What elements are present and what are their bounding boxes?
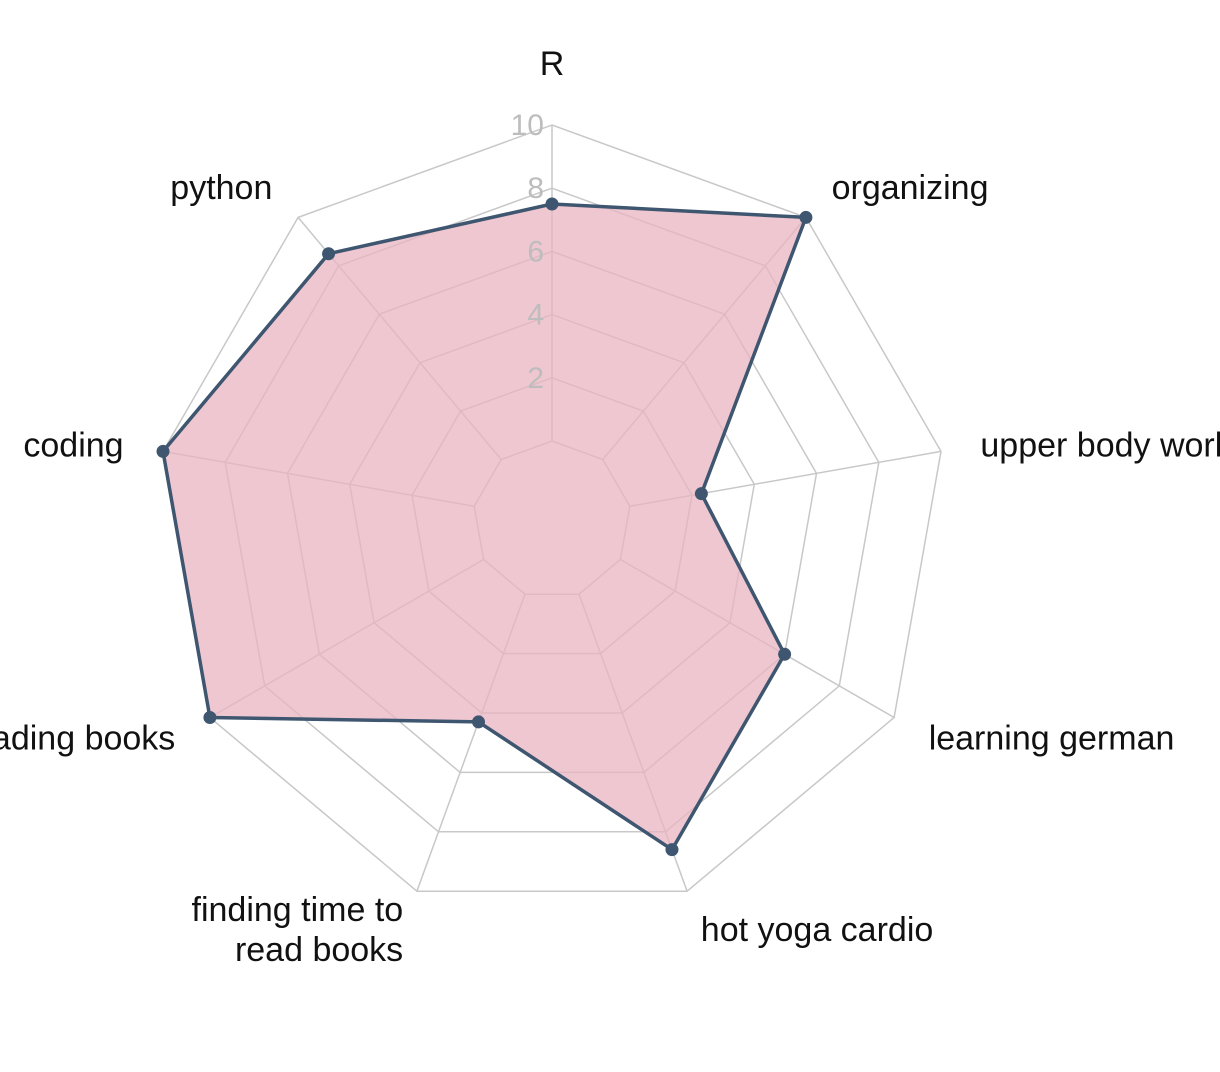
tick-label: 8 [527,172,544,205]
data-point [545,197,559,211]
category-label: coding [23,427,123,465]
data-point [156,444,170,458]
category-label: read books [235,931,403,969]
category-label: finding time to [192,891,404,929]
category-label: learning german [929,720,1175,758]
grid-ring [162,124,942,892]
tick-label: 6 [527,235,544,268]
point-layer [156,197,813,857]
data-point [694,487,708,501]
tick-layer: 2 4 6 8 10 [511,109,544,395]
category-label: upper body workouts [980,427,1220,465]
category-label: R [540,45,565,83]
tick-label: 4 [527,299,544,332]
series-area [161,202,808,852]
data-point [799,210,813,224]
area-layer [161,202,808,852]
data-point [203,711,217,724]
data-point [665,843,679,857]
category-label: hot yoga cardio [701,911,934,949]
data-point [322,247,336,261]
data-point [778,647,792,661]
tick-label: 10 [511,109,544,142]
tick-label: 2 [527,362,544,395]
category-label: python [170,169,272,207]
category-label: organizing [832,169,989,207]
category-label: reading books [0,720,175,758]
data-point [472,715,486,729]
